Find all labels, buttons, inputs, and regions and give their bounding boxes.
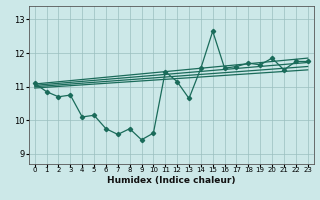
X-axis label: Humidex (Indice chaleur): Humidex (Indice chaleur) (107, 176, 236, 185)
